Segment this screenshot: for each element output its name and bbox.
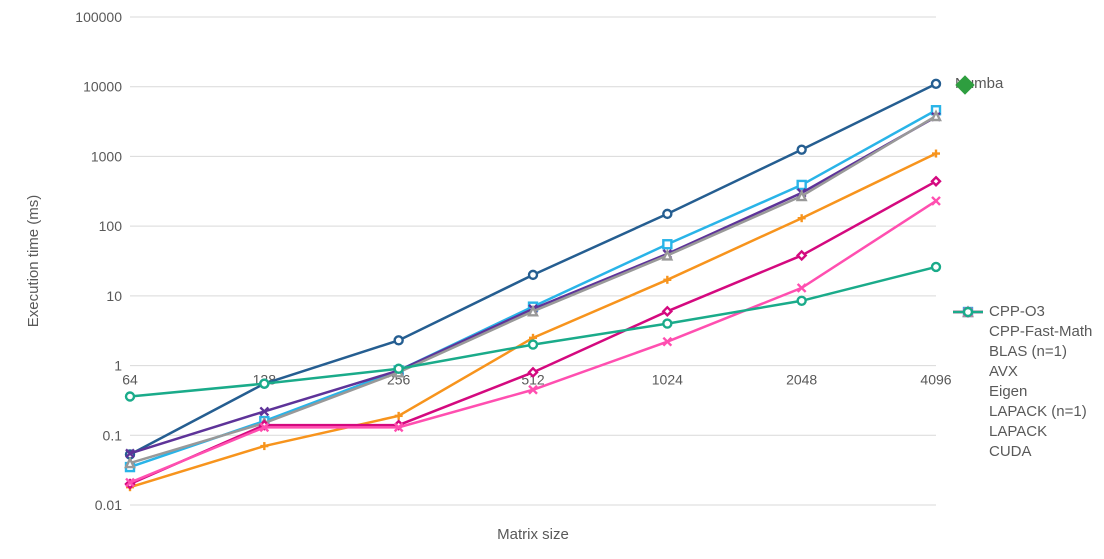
y-tick-label: 1	[114, 358, 122, 374]
numba-swatch	[955, 75, 975, 95]
x-tick-label: 64	[122, 372, 138, 388]
series-lapack1	[126, 177, 940, 488]
legend-item-lapack1: LAPACK (n=1)	[953, 403, 1092, 420]
series-eigen	[126, 150, 940, 492]
legend-item-eigen: Eigen	[953, 383, 1092, 400]
legend-label: CUDA	[989, 443, 1032, 460]
y-tick-label: 100000	[75, 9, 122, 25]
series-blas	[126, 113, 940, 458]
legend-label: CPP-Fast-Math	[989, 323, 1092, 340]
legend-label: LAPACK	[989, 423, 1047, 440]
y-tick-label: 10	[106, 288, 122, 304]
legend-label: CPP-O3	[989, 303, 1045, 320]
y-tick-label: 0.1	[103, 427, 123, 443]
legend-item-blas: BLAS (n=1)	[953, 343, 1092, 360]
series-avx	[126, 112, 940, 467]
line-blas	[130, 117, 936, 454]
y-axis-title: Execution time (ms)	[25, 195, 42, 328]
legend-item-cpp-fast-math: CPP-Fast-Math	[953, 323, 1092, 340]
x-tick-label: 2048	[786, 372, 817, 388]
legend-item-avx: AVX	[953, 363, 1092, 380]
legend-label: AVX	[989, 363, 1018, 380]
numba-legend-entry: Numba	[955, 75, 1003, 92]
line-eigen	[130, 154, 936, 488]
legend: CPP-O3 CPP-Fast-Math BLAS (n=1) AVX Eigen LAP…	[953, 303, 1092, 460]
line-lapack1	[130, 181, 936, 484]
line-avx	[130, 116, 936, 463]
legend-item-cuda: CUDA	[953, 443, 1092, 460]
series-cpp-o3	[126, 80, 940, 459]
y-tick-label: 1000	[91, 148, 122, 164]
legend-label: BLAS (n=1)	[989, 343, 1067, 360]
legend-label: Eigen	[989, 383, 1027, 400]
x-axis-title: Matrix size	[497, 526, 569, 543]
x-tick-label: 4096	[920, 372, 951, 388]
legend-label: LAPACK (n=1)	[989, 403, 1087, 420]
x-tick-label: 1024	[652, 372, 683, 388]
y-tick-label: 100	[99, 218, 123, 234]
legend-item-lapack: LAPACK	[953, 423, 1092, 440]
line-cpp-fast-math	[130, 110, 936, 467]
y-tick-label: 10000	[83, 79, 122, 95]
y-tick-label: 0.01	[95, 497, 122, 513]
line-cpp-o3	[130, 84, 936, 455]
